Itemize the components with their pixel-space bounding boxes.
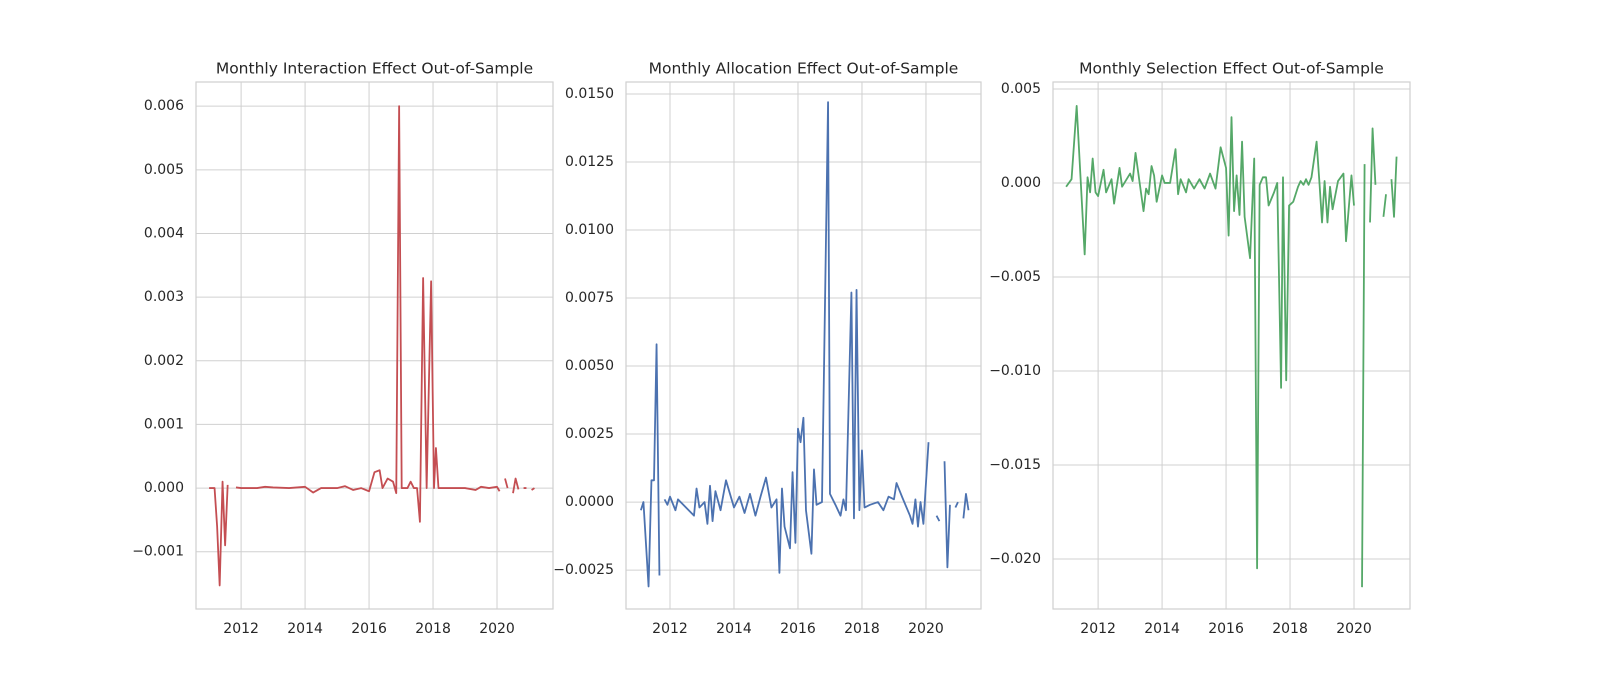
axes-frame (625, 81, 982, 610)
x-tick-label: 2012 (223, 621, 259, 637)
y-tick-label: 0.006 (144, 98, 184, 114)
axes-frame (195, 81, 554, 610)
y-tick-label: −0.001 (132, 544, 184, 560)
x-tick-label: 2016 (780, 621, 816, 637)
x-tick-label: 2018 (415, 621, 451, 637)
subplot: −0.001 0.000 0.001 0.002 0.003 0.004 0.005 0.00… (132, 60, 554, 637)
x-tick-label: 2020 (908, 621, 944, 637)
x-tick-label: 2018 (844, 621, 880, 637)
y-tick-label: 0.0050 (565, 358, 614, 374)
x-tick-label: 2016 (1208, 621, 1244, 637)
y-tick-label: 0.0025 (565, 426, 614, 442)
subplot-title: Monthly Selection Effect Out-of-Sample (1079, 60, 1384, 78)
y-tick-label: −0.005 (989, 269, 1041, 285)
y-tick-label: 0.005 (144, 162, 184, 178)
y-tick-label: −0.010 (989, 363, 1041, 379)
x-tick-label: 2014 (1144, 621, 1180, 637)
y-tick-label: 0.0075 (565, 290, 614, 306)
subplot-title: Monthly Interaction Effect Out-of-Sample (216, 60, 533, 78)
x-tick-label: 2020 (1336, 621, 1372, 637)
y-tick-label: 0.005 (1001, 81, 1041, 97)
y-tick-label: 0.000 (1001, 175, 1041, 191)
x-tick-label: 2020 (479, 621, 515, 637)
x-tick-label: 2012 (1080, 621, 1116, 637)
data-line (1065, 104, 1398, 588)
y-tick-label: 0.0100 (565, 222, 614, 238)
x-tick-label: 2014 (716, 621, 752, 637)
subplot-title: Monthly Allocation Effect Out-of-Sample (649, 60, 959, 78)
x-tick-label: 2012 (652, 621, 688, 637)
y-tick-label: 0.0125 (565, 154, 614, 170)
subplot: −0.020 −0.015 −0.010 −0.005 0.000 0.005 2012 20… (989, 60, 1411, 637)
y-tick-label: 0.0150 (565, 86, 614, 102)
y-tick-label: −0.020 (989, 551, 1041, 567)
y-tick-label: 0.004 (144, 225, 184, 241)
axes-frame (1052, 81, 1411, 610)
x-tick-label: 2018 (1272, 621, 1308, 637)
y-tick-label: 0.0000 (565, 494, 614, 510)
y-tick-label: 0.000 (144, 480, 184, 496)
y-tick-label: 0.003 (144, 289, 184, 305)
data-line (209, 105, 535, 587)
data-line (640, 101, 970, 588)
y-tick-label: −0.0025 (553, 562, 614, 578)
y-tick-label: 0.001 (144, 416, 184, 432)
x-tick-label: 2014 (287, 621, 323, 637)
x-tick-label: 2016 (351, 621, 387, 637)
y-tick-label: −0.015 (989, 457, 1041, 473)
subplot: −0.0025 0.0000 0.0025 0.0050 0.0075 0.0100 0.0… (553, 60, 982, 637)
y-tick-label: 0.002 (144, 353, 184, 369)
